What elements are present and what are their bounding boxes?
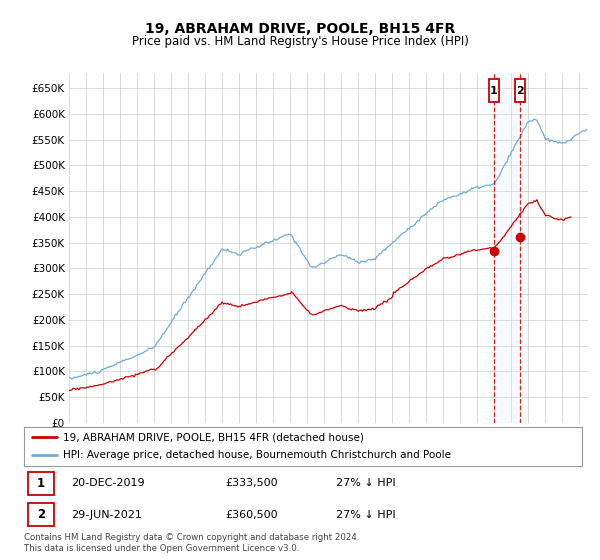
Text: Contains HM Land Registry data © Crown copyright and database right 2024.
This d: Contains HM Land Registry data © Crown c…	[24, 533, 359, 553]
Text: 27% ↓ HPI: 27% ↓ HPI	[337, 478, 396, 488]
Text: Price paid vs. HM Land Registry's House Price Index (HPI): Price paid vs. HM Land Registry's House …	[131, 35, 469, 48]
Text: HPI: Average price, detached house, Bournemouth Christchurch and Poole: HPI: Average price, detached house, Bour…	[63, 450, 451, 460]
Text: 29-JUN-2021: 29-JUN-2021	[71, 510, 142, 520]
Text: 2: 2	[516, 86, 524, 96]
Text: 19, ABRAHAM DRIVE, POOLE, BH15 4FR (detached house): 19, ABRAHAM DRIVE, POOLE, BH15 4FR (deta…	[63, 432, 364, 442]
Text: 1: 1	[37, 477, 45, 490]
FancyBboxPatch shape	[28, 503, 53, 526]
FancyBboxPatch shape	[515, 80, 524, 102]
Text: 2: 2	[37, 508, 45, 521]
Text: 1: 1	[490, 86, 498, 96]
Text: £360,500: £360,500	[225, 510, 278, 520]
Text: 20-DEC-2019: 20-DEC-2019	[71, 478, 145, 488]
FancyBboxPatch shape	[489, 80, 499, 102]
Text: 27% ↓ HPI: 27% ↓ HPI	[337, 510, 396, 520]
Text: 19, ABRAHAM DRIVE, POOLE, BH15 4FR: 19, ABRAHAM DRIVE, POOLE, BH15 4FR	[145, 22, 455, 36]
Bar	[494, 73, 520, 423]
FancyBboxPatch shape	[28, 472, 53, 494]
Text: £333,500: £333,500	[225, 478, 278, 488]
